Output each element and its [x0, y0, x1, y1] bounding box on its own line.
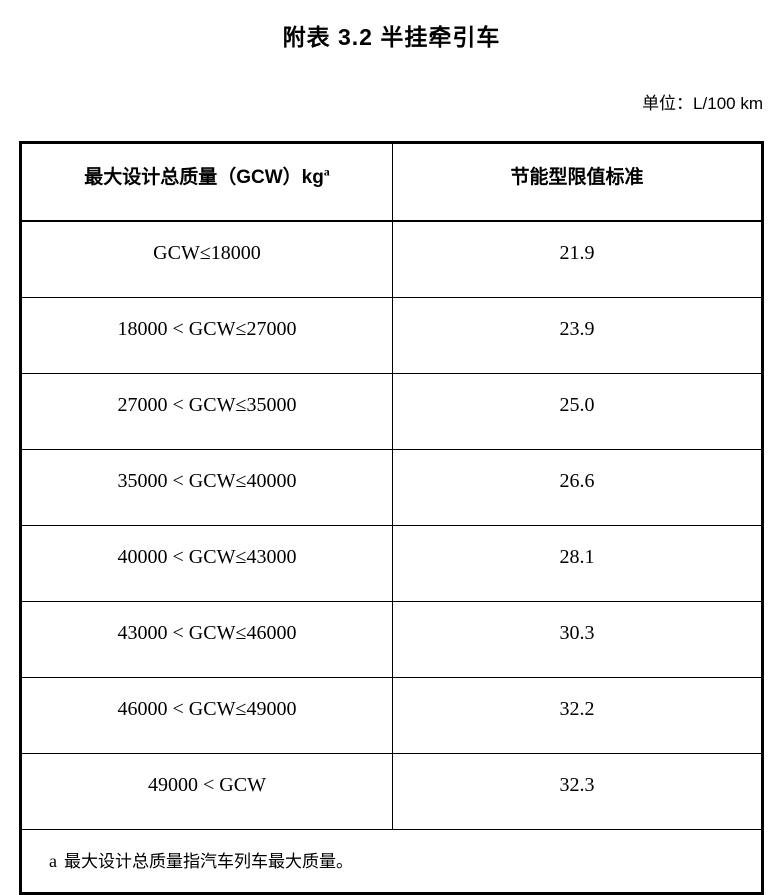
gcw-range-cell: 46000 < GCW≤49000 [20, 677, 393, 754]
gcw-range-cell: GCW≤18000 [20, 220, 393, 298]
gcw-range-cell: 49000 < GCW [20, 753, 393, 830]
page-title: 附表 3.2 半挂牵引车 [282, 24, 501, 50]
header-gcw-superscript: a [323, 164, 330, 179]
footnote-text: 最大设计总质量指汽车列车最大质量。 [64, 851, 353, 871]
header-cell-gcw: 最大设计总质量（GCW）kga [20, 142, 393, 222]
table-header: 最大设计总质量（GCW）kga 节能型限值标准 [20, 142, 763, 222]
gcw-range-cell: 43000 < GCW≤46000 [20, 601, 393, 678]
limit-value-cell: 32.3 [392, 753, 763, 830]
fuel-limit-table: 最大设计总质量（GCW）kga 节能型限值标准 GCW≤18000 21.9 1… [19, 141, 764, 895]
unit-label: 单位：L/100 km [642, 94, 763, 113]
table-body: GCW≤18000 21.9 18000 < GCW≤27000 23.9 27… [20, 220, 763, 830]
limit-value-cell: 25.0 [392, 373, 763, 450]
gcw-range-cell: 40000 < GCW≤43000 [20, 525, 393, 602]
header-gcw-text: 最大设计总质量（GCW）kg [84, 167, 324, 188]
table-row: 49000 < GCW 32.3 [20, 753, 763, 830]
table-row: 35000 < GCW≤40000 26.6 [20, 449, 763, 526]
limit-value-cell: 21.9 [392, 220, 763, 298]
table-row: GCW≤18000 21.9 [20, 220, 763, 298]
table-row: 27000 < GCW≤35000 25.0 [20, 373, 763, 450]
gcw-range-cell: 18000 < GCW≤27000 [20, 297, 393, 374]
limit-value-cell: 28.1 [392, 525, 763, 602]
table-footer: a 最大设计总质量指汽车列车最大质量。 [20, 829, 763, 894]
gcw-range-cell: 35000 < GCW≤40000 [20, 449, 393, 526]
header-cell-limit: 节能型限值标准 [392, 142, 763, 222]
footnote-marker: a [49, 850, 57, 871]
gcw-range-cell: 27000 < GCW≤35000 [20, 373, 393, 450]
table-row: 18000 < GCW≤27000 23.9 [20, 297, 763, 374]
header-row: 最大设计总质量（GCW）kga 节能型限值标准 [20, 142, 763, 222]
document-page: 附表 3.2 半挂牵引车 单位：L/100 km 最大设计总质量（GCW）kga… [0, 22, 783, 895]
limit-value-cell: 26.6 [392, 449, 763, 526]
table-row: 46000 < GCW≤49000 32.2 [20, 677, 763, 754]
limit-value-cell: 32.2 [392, 677, 763, 754]
limit-value-cell: 23.9 [392, 297, 763, 374]
footnote-row: a 最大设计总质量指汽车列车最大质量。 [20, 829, 763, 894]
table-row: 43000 < GCW≤46000 30.3 [20, 601, 763, 678]
limit-value-cell: 30.3 [392, 601, 763, 678]
footnote-cell: a 最大设计总质量指汽车列车最大质量。 [20, 829, 763, 894]
table-row: 40000 < GCW≤43000 28.1 [20, 525, 763, 602]
